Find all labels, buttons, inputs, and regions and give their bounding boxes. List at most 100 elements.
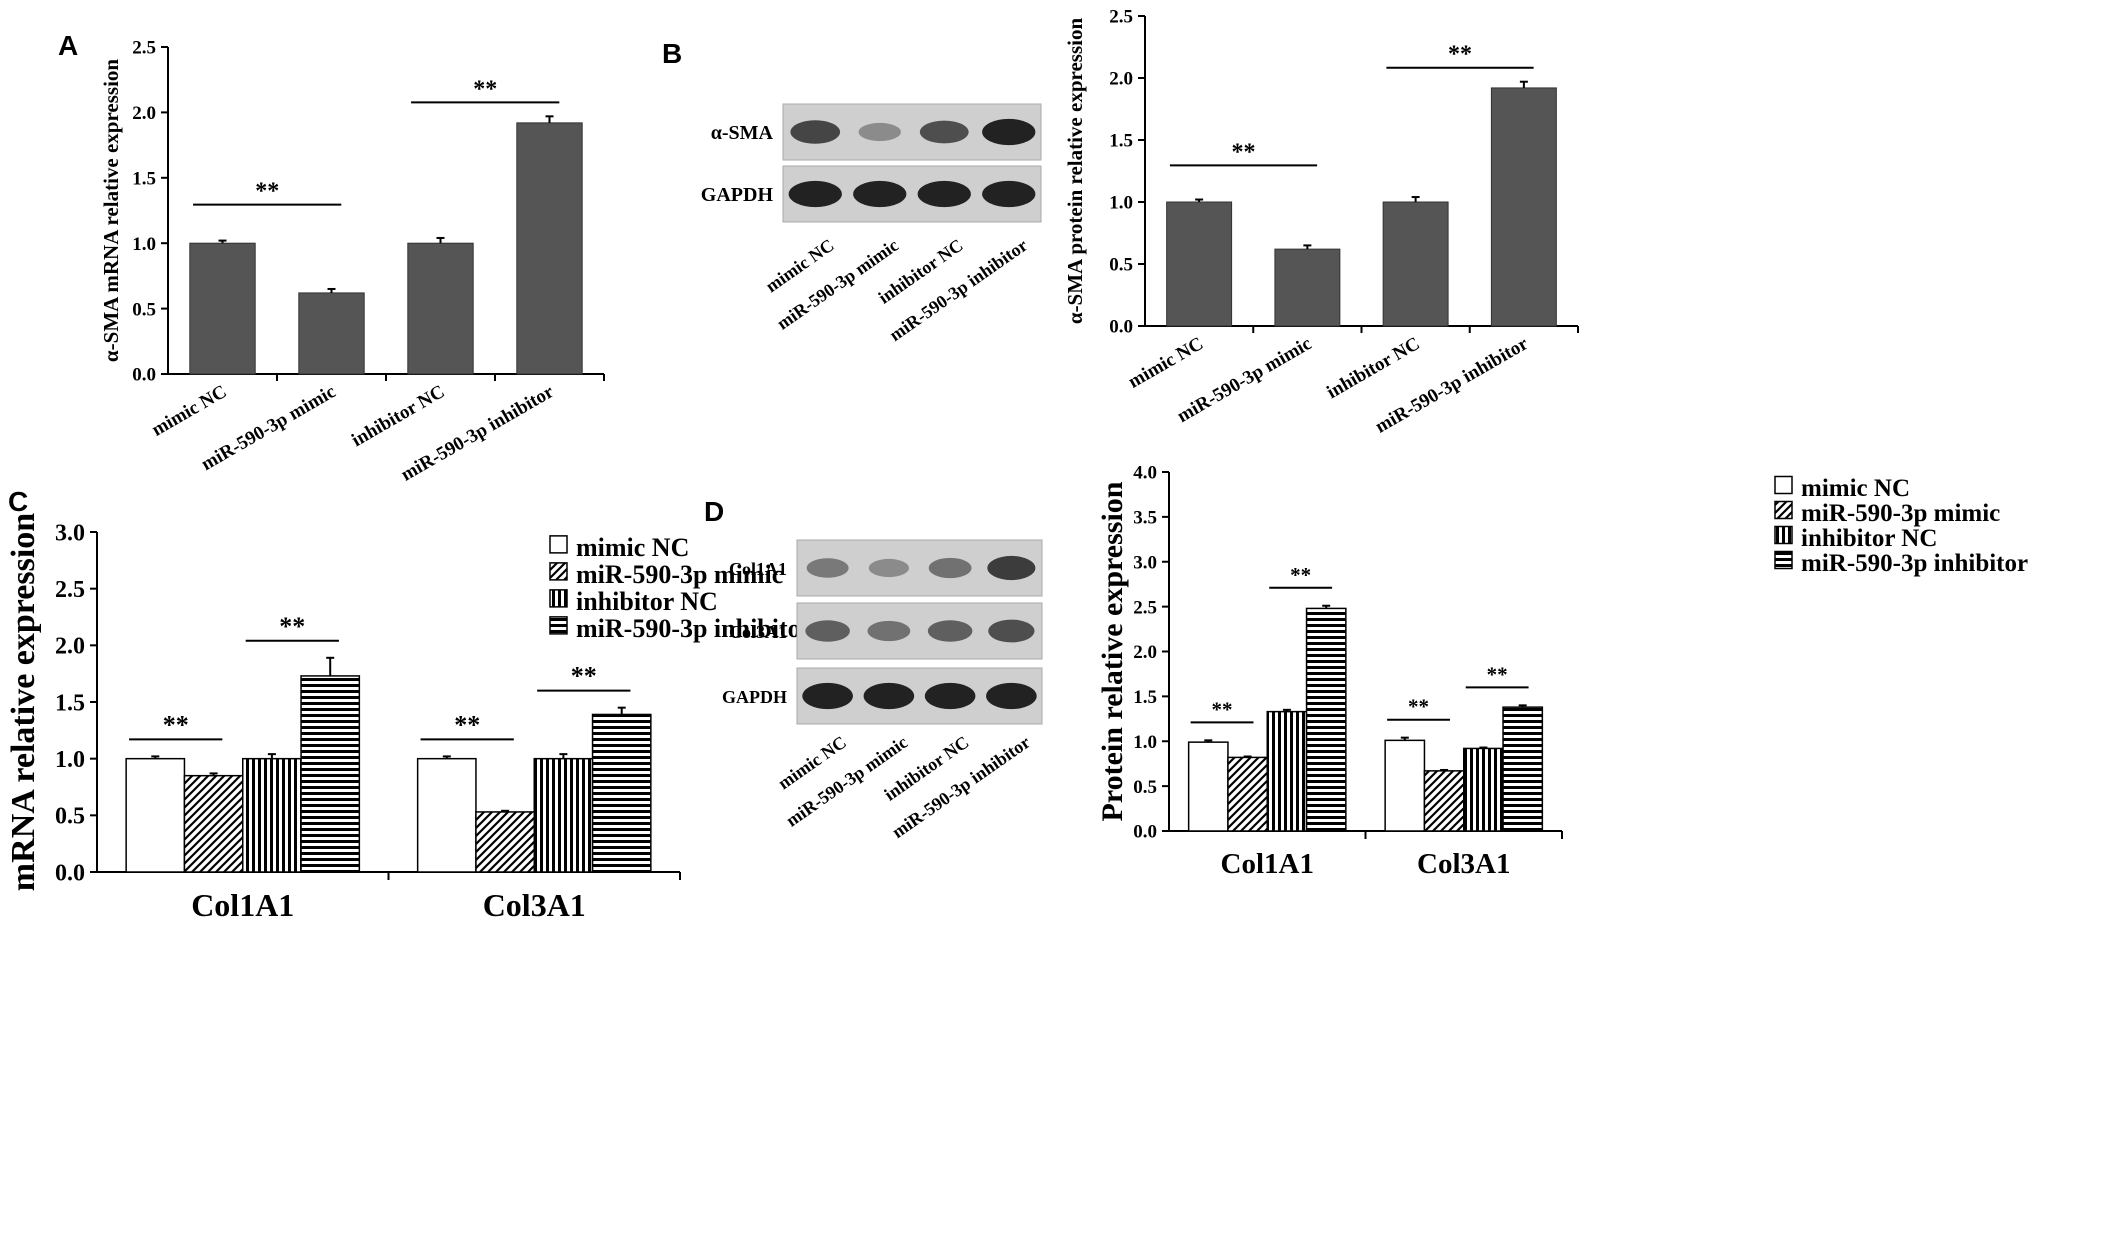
legend-label: miR-590-3p inhibitor (576, 614, 812, 643)
bar-c-series-2 (533, 757, 594, 873)
bar-d-series-1 (1423, 770, 1465, 832)
x-category-label: Col3A1 (1417, 848, 1510, 880)
chart-b-significance-label: ** (1232, 139, 1256, 165)
bar-a (298, 292, 365, 375)
panel-label-b: B (662, 38, 683, 69)
bar-c-series-3 (591, 713, 652, 873)
chart-b-y-tick-label: 2.5 (1109, 7, 1133, 28)
legend-label: inhibitor NC (1801, 525, 1937, 552)
bar-d-series-0 (1384, 739, 1426, 832)
legend-label: mimic NC (1801, 475, 1910, 502)
x-category-label: mimic NC (148, 381, 230, 441)
legend-swatch (549, 535, 568, 554)
chart-c-y-tick-label: 2.5 (55, 577, 85, 603)
bar-d-series-3 (1305, 607, 1347, 832)
blot-band (802, 682, 853, 710)
chart-a-significance-label: ** (255, 179, 279, 205)
legend-swatch (549, 562, 568, 581)
blot-band (853, 180, 907, 208)
bar-d-series-2 (1463, 747, 1504, 832)
bar-a (189, 242, 256, 375)
chart-c-significance-label: ** (163, 710, 189, 739)
bar-c-series-3 (300, 675, 361, 873)
chart-c-y-tick-label: 1.0 (55, 747, 85, 773)
legend-swatch (1774, 525, 1793, 545)
bar-c-series-1 (475, 811, 536, 873)
blot-band (868, 558, 910, 578)
bar-c-series-0 (416, 757, 477, 873)
blot-band (805, 620, 850, 642)
chart-c-significance-label: ** (454, 710, 480, 739)
chart-d-y-tick-label: 4.0 (1133, 463, 1157, 484)
chart-d-significance-label: ** (1290, 563, 1311, 587)
bar-c-series-1 (183, 774, 244, 873)
blot-row-label: GAPDH (701, 184, 774, 206)
panel-label-d: D (704, 496, 725, 527)
blot-band (982, 180, 1036, 208)
blot-row-label: Col3A1 (729, 622, 787, 642)
chart-d-y-tick-label: 1.5 (1133, 687, 1157, 708)
legend-label: mimic NC (576, 533, 689, 562)
legend-swatch (1774, 475, 1793, 495)
bar-b (1274, 248, 1341, 327)
legend-label: miR-590-3p inhibitor (1801, 550, 2028, 577)
legend-swatch (549, 589, 568, 608)
blot-lane-label: miR-590-3p mimic (773, 235, 902, 334)
x-category-label: Col3A1 (483, 887, 586, 923)
blot-band (982, 118, 1036, 146)
blot-band (858, 122, 901, 142)
bar-b (1490, 87, 1557, 327)
bar-a (516, 122, 583, 375)
chart-d-y-tick-label: 0.5 (1133, 777, 1157, 798)
bar-d-series-1 (1227, 756, 1268, 832)
blot-band (917, 180, 971, 208)
x-category-label: Col1A1 (1221, 848, 1314, 880)
blot-row-label: α-SMA (711, 122, 774, 144)
chart-d-y-tick-label: 2.5 (1133, 597, 1157, 618)
blot-band (927, 620, 973, 642)
panel-label-a: A (58, 30, 79, 61)
chart-b-y-tick-label: 1.0 (1109, 193, 1133, 214)
chart-d-significance-label: ** (1212, 697, 1233, 721)
chart-a-y-tick-label: 1.5 (132, 168, 156, 189)
chart-d-significance-label: ** (1408, 695, 1429, 719)
chart-d-significance-label: ** (1487, 662, 1508, 686)
blot-band (788, 180, 842, 208)
chart-c-significance-label: ** (279, 612, 305, 641)
chart-a-y-tick-label: 1.0 (132, 234, 156, 255)
blot-row-label: GAPDH (722, 687, 787, 707)
legend-swatch (1774, 550, 1793, 570)
chart-d-y-tick-label: 3.0 (1133, 552, 1157, 573)
blot-band (919, 120, 969, 144)
chart-c-y-tick-label: 0.0 (55, 860, 85, 886)
chart-d-y-axis-label: Protein relative expression (1096, 481, 1129, 821)
chart-c-y-tick-label: 1.5 (55, 690, 85, 716)
chart-d-y-tick-label: 2.0 (1133, 642, 1157, 663)
legend-label: miR-590-3p mimic (576, 560, 783, 589)
chart-d-y-tick-label: 1.0 (1133, 732, 1157, 753)
bar-d-series-3 (1502, 706, 1544, 832)
bar-b (1382, 201, 1449, 327)
chart-d-y-tick-label: 3.5 (1133, 508, 1157, 529)
x-category-label: Col1A1 (191, 887, 294, 923)
blot-band (924, 682, 976, 710)
bar-d-series-2 (1266, 710, 1308, 832)
chart-a-y-tick-label: 0.5 (132, 299, 156, 320)
blot-band (790, 120, 841, 144)
x-category-label: inhibitor NC (1323, 333, 1423, 403)
chart-c-y-tick-label: 2.0 (55, 634, 85, 660)
blot-band (806, 558, 849, 578)
chart-a-y-tick-label: 2.0 (132, 103, 156, 124)
chart-b-y-tick-label: 0.5 (1109, 255, 1133, 276)
chart-b-significance-label: ** (1448, 42, 1472, 68)
chart-a-y-tick-label: 0.0 (132, 365, 156, 386)
chart-c-significance-label: ** (571, 662, 597, 691)
chart-c-y-tick-label: 0.5 (55, 804, 85, 830)
bar-d-series-0 (1187, 741, 1229, 832)
blot-row-label: Col1A1 (729, 559, 787, 579)
legend-swatch (1774, 500, 1793, 520)
